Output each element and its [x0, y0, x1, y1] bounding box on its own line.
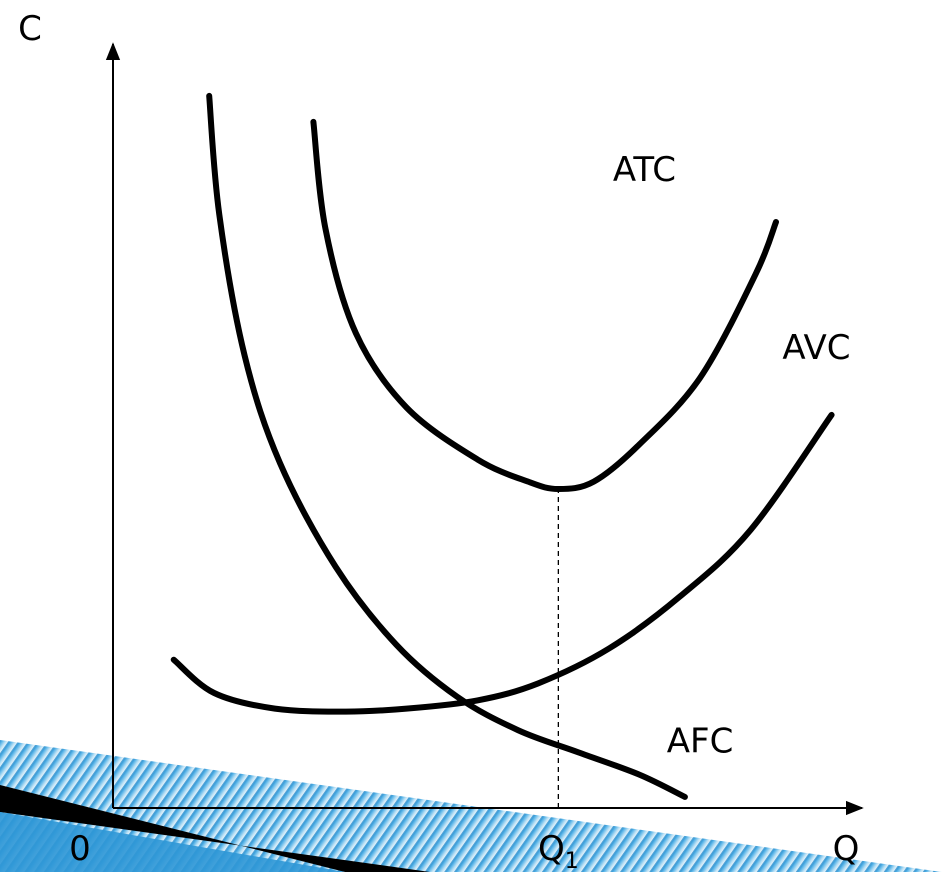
- curve-label-avc: AVC: [782, 328, 850, 368]
- x-axis-label: Q: [833, 829, 860, 869]
- x-tick-label-q1: Q1: [538, 829, 579, 872]
- curves-group: [170, 92, 835, 800]
- axes-group: [105, 42, 864, 816]
- curve-label-afc: AFC: [667, 721, 734, 761]
- y-axis-label: C: [18, 9, 42, 49]
- curve-label-atc: ATC: [613, 150, 676, 190]
- labels-group: ATC AVC AFC: [613, 150, 851, 761]
- origin-label: 0: [69, 829, 91, 869]
- x-tick-label-main: Q: [538, 829, 565, 869]
- series-line-avc: [170, 411, 835, 715]
- decoration-mid-band: [0, 812, 345, 872]
- decoration-light-band: [0, 740, 942, 872]
- x-tick-label-subscript: 1: [565, 849, 579, 872]
- slide-decoration: [0, 740, 942, 872]
- series-line-atc: [310, 118, 779, 492]
- series-line-afc: [206, 92, 688, 800]
